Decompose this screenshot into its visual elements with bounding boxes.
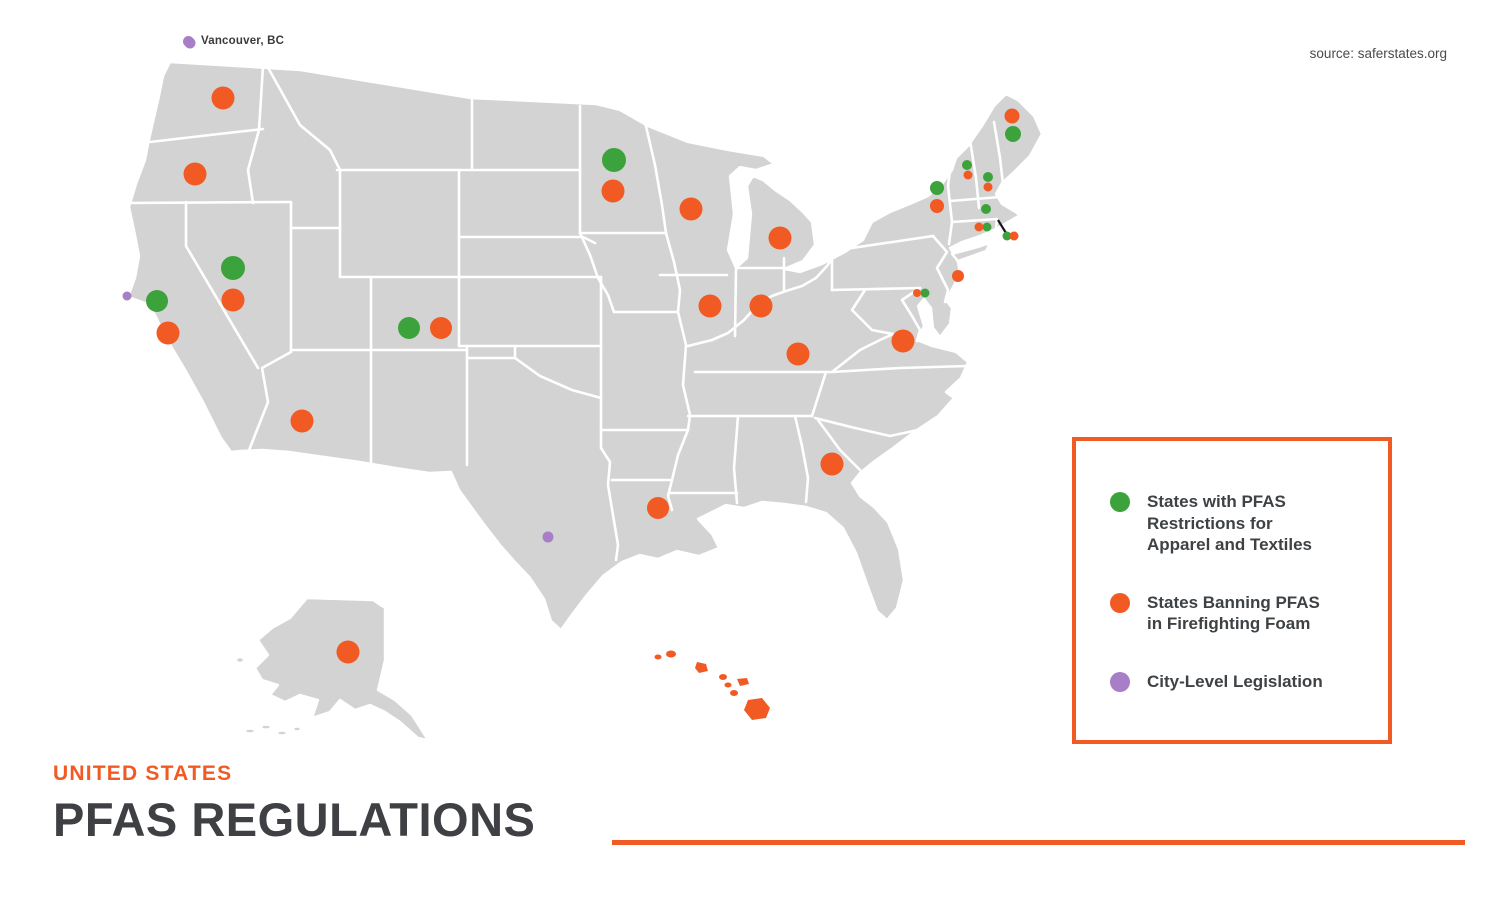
- marker-dot-washington: [211, 86, 235, 110]
- legend-item: States Banning PFAS in Firefighting Foam: [1110, 592, 1388, 635]
- marker-dot-colorado: [398, 317, 420, 339]
- marker-dot-san-francisco-ca: [122, 291, 132, 301]
- marker-dot-central-texas: [542, 531, 554, 543]
- marker-dot-virginia: [891, 329, 915, 353]
- marker-dot-indiana: [749, 294, 773, 318]
- marker-dot-maryland: [920, 288, 930, 298]
- marker-dot-minnesota: [602, 148, 626, 172]
- source-credit: source: saferstates.org: [1309, 46, 1447, 61]
- long-island: [950, 241, 992, 263]
- marker-dot-illinois: [698, 294, 722, 318]
- city-dot-icon: [183, 35, 194, 47]
- page-title: PFAS REGULATIONS: [53, 793, 536, 846]
- marker-dot-rhode-island: [1009, 231, 1019, 241]
- callout-line: [997, 219, 1007, 234]
- marker-dot-louisiana: [647, 497, 669, 519]
- title-underline: [612, 840, 1465, 845]
- marker-dot-kentucky: [786, 342, 810, 366]
- marker-dot-colorado: [430, 317, 452, 339]
- marker-dot-minnesota: [601, 179, 625, 203]
- marker-dot-alaska: [336, 640, 360, 664]
- legend-box: States with PFAS Restrictions for Apparel …: [1072, 437, 1392, 744]
- marker-dot-new-york: [930, 181, 944, 195]
- marker-dot-wisconsin: [679, 197, 703, 221]
- marker-dot-oregon: [183, 162, 207, 186]
- marker-dot-new-hampshire: [983, 182, 993, 192]
- legend-label: States with PFAS Restrictions for Apparel …: [1147, 492, 1313, 554]
- marker-dot-massachusetts: [981, 204, 991, 214]
- marker-dot-vermont: [962, 160, 972, 170]
- marker-dot-rhode-island: [1002, 231, 1012, 241]
- marker-dot-maine: [1004, 108, 1020, 124]
- marker-dot-georgia: [820, 452, 844, 476]
- alaska-silhouette: [253, 596, 430, 742]
- marker-dot-california: [156, 321, 180, 345]
- hawaii: [654, 650, 770, 720]
- marker-dot-new-york: [930, 199, 944, 213]
- marker-dot-new-jersey: [952, 270, 964, 282]
- marker-dot-vermont: [963, 170, 973, 180]
- legend-items: States with PFAS Restrictions for Apparel …: [1076, 441, 1388, 692]
- aleutian-islands: [234, 655, 303, 737]
- marker-dot-arizona: [290, 409, 314, 433]
- legend-label: City-Level Legislation: [1147, 671, 1323, 691]
- marker-dot-connecticut: [974, 222, 984, 232]
- vancouver-label: Vancouver, BC: [201, 35, 285, 47]
- green-swatch-icon: [1110, 492, 1130, 512]
- marker-dot-michigan: [768, 226, 792, 250]
- vancouver-annotation: Vancouver, BC: [183, 35, 284, 47]
- purple-swatch-icon: [1110, 671, 1130, 692]
- marker-dot-maine: [1005, 126, 1021, 142]
- marker-layer: [122, 37, 1021, 664]
- orange-swatch-icon: [1110, 592, 1130, 613]
- legend-label: States Banning PFAS in Firefighting Foam: [1147, 592, 1320, 634]
- title-kicker: UNITED STATES: [53, 762, 233, 785]
- marker-dot-california: [146, 290, 168, 312]
- title-block: UNITED STATES PFAS REGULATIONS: [53, 762, 535, 847]
- marker-dot-maryland: [913, 289, 921, 297]
- state-borders: [125, 62, 1005, 562]
- legend-item: States with PFAS Restrictions for Apparel …: [1110, 491, 1388, 556]
- marker-dot-nevada: [221, 288, 245, 312]
- marker-dot-nevada: [221, 256, 245, 280]
- marker-dot-new-hampshire: [983, 172, 993, 182]
- marker-dot-connecticut: [982, 222, 992, 232]
- legend-item: City-Level Legislation: [1110, 671, 1388, 693]
